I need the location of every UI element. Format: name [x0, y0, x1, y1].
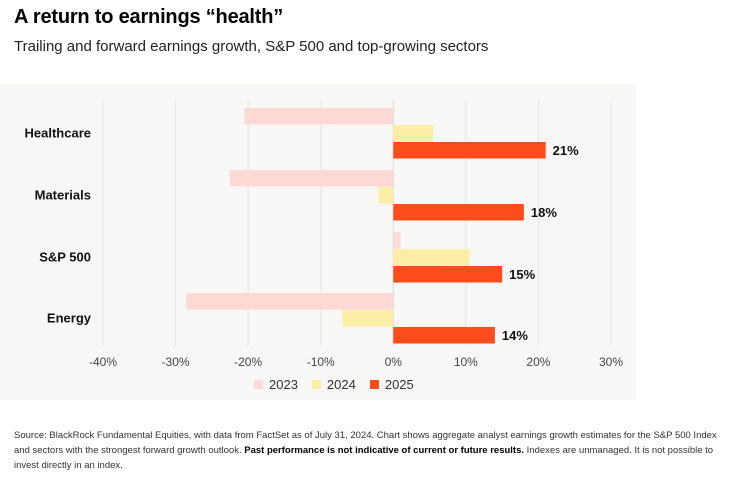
bar-2024 — [393, 125, 434, 142]
chart-legend: 2023 2024 2025 — [254, 377, 414, 392]
x-tick-label: -20% — [234, 355, 262, 369]
chart-title: A return to earnings “health” — [14, 6, 284, 28]
category-label: Energy — [47, 311, 92, 326]
category-label: Materials — [35, 188, 91, 203]
legend-label-2024: 2024 — [326, 377, 356, 392]
x-tick-label: 30% — [599, 355, 623, 369]
x-tick-label: -40% — [89, 355, 117, 369]
bar-2024 — [342, 310, 394, 327]
legend-item-2023: 2023 — [254, 377, 298, 392]
legend-label-2025: 2025 — [384, 377, 414, 392]
bar-chart: -40% -30% -20% -10% 0% 10% 20% 30% Healthcare 21%… — [25, 100, 623, 369]
source-note: Source: BlackRock Fundamental Equities, … — [14, 428, 719, 473]
legend-swatch-2023 — [254, 380, 263, 389]
source-text: Source: BlackRock Fundamental Equities, … — [14, 430, 717, 456]
data-label: 15% — [509, 267, 535, 282]
category-label: Healthcare — [25, 126, 91, 141]
x-tick-label: -30% — [162, 355, 190, 369]
bar-2025 — [393, 142, 546, 159]
data-label: 14% — [502, 328, 528, 343]
data-label: 21% — [553, 143, 579, 158]
bar-2023 — [244, 108, 394, 125]
chart-panel — [0, 84, 636, 400]
bar-2024 — [378, 187, 394, 204]
bar-2023 — [230, 170, 394, 187]
legend-item-2024: 2024 — [311, 377, 356, 392]
bar-2025 — [393, 266, 503, 283]
x-tick-label: 20% — [526, 355, 550, 369]
disclaimer-bold: Past performance is not indicative of cu… — [244, 445, 525, 456]
bar-2023 — [186, 293, 394, 310]
x-tick-label: 0% — [385, 355, 403, 369]
legend-swatch-2025 — [369, 380, 379, 389]
legend-swatch-2024 — [311, 380, 321, 389]
bar-2025 — [393, 327, 495, 344]
legend-item-2025: 2025 — [369, 377, 414, 392]
bar-2024 — [393, 249, 470, 266]
legend-label-2023: 2023 — [269, 377, 298, 392]
bar-2023 — [393, 232, 401, 249]
data-label: 18% — [531, 205, 557, 220]
x-tick-label: 10% — [454, 355, 478, 369]
x-tick-label: -10% — [307, 355, 335, 369]
bar-2025 — [393, 204, 524, 221]
chart-subtitle: Trailing and forward earnings growth, S&… — [14, 38, 489, 55]
source-suffix: Indexes are unmanaged. It is not possibl… — [14, 445, 714, 471]
category-label: S&P 500 — [39, 250, 91, 265]
